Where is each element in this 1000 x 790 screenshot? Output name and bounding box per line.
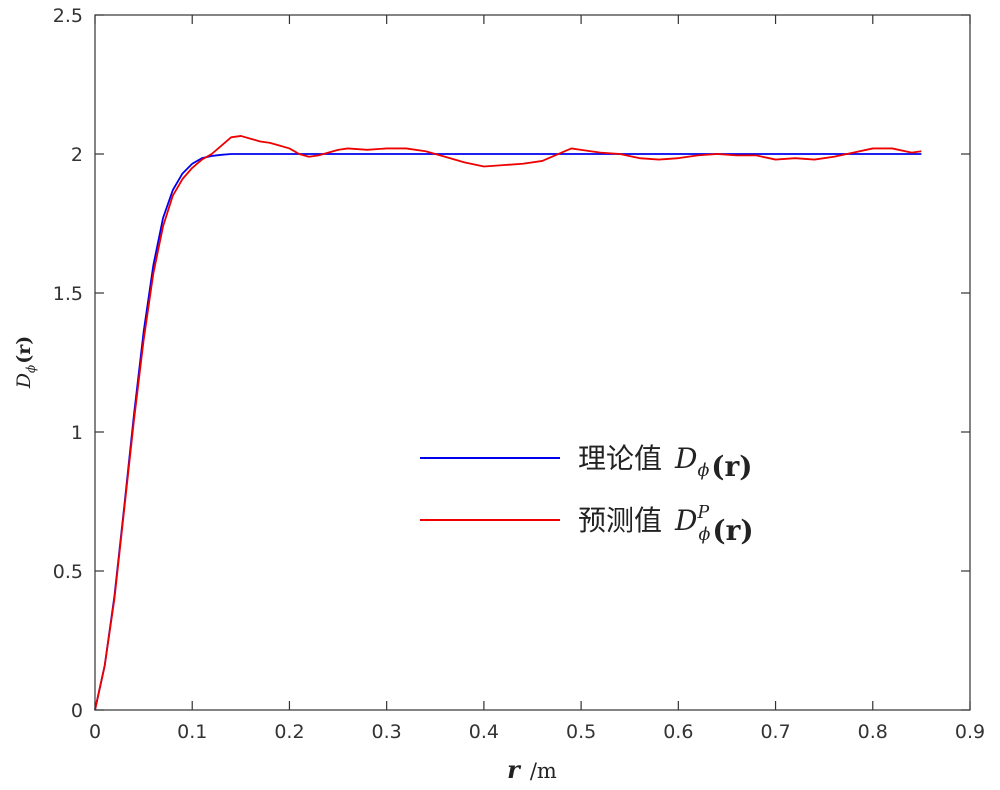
plot-area: [95, 15, 970, 710]
x-tick-label: 0.7: [760, 721, 790, 743]
y-tick-label: 1: [71, 422, 83, 444]
y-tick-label: 2: [71, 144, 83, 166]
x-tick-label: 0.1: [177, 721, 207, 743]
y-axis-label-text: Dϕ(r): [13, 336, 38, 389]
x-tick-label: 0.5: [566, 721, 596, 743]
y-tick-label: 0: [71, 700, 83, 722]
y-tick-label: 1.5: [53, 283, 83, 305]
x-tick-label: 0: [89, 721, 101, 743]
x-axis-label: r/m: [507, 755, 557, 784]
x-tick-label: 0.2: [274, 721, 304, 743]
x-tick-label: 0.8: [858, 721, 888, 743]
legend-label-1: 理论值: [578, 442, 662, 475]
y-tick-label: 2.5: [53, 5, 83, 27]
y-axis-label: Dϕ(r): [13, 336, 38, 389]
legend-label-2: 预测值: [578, 504, 662, 537]
x-tick-label: 0.6: [663, 721, 693, 743]
y-tick-label: 0.5: [53, 561, 83, 583]
x-tick-label: 0.4: [469, 721, 499, 743]
x-tick-label: 0.9: [955, 721, 985, 743]
x-tick-label: 0.3: [372, 721, 402, 743]
